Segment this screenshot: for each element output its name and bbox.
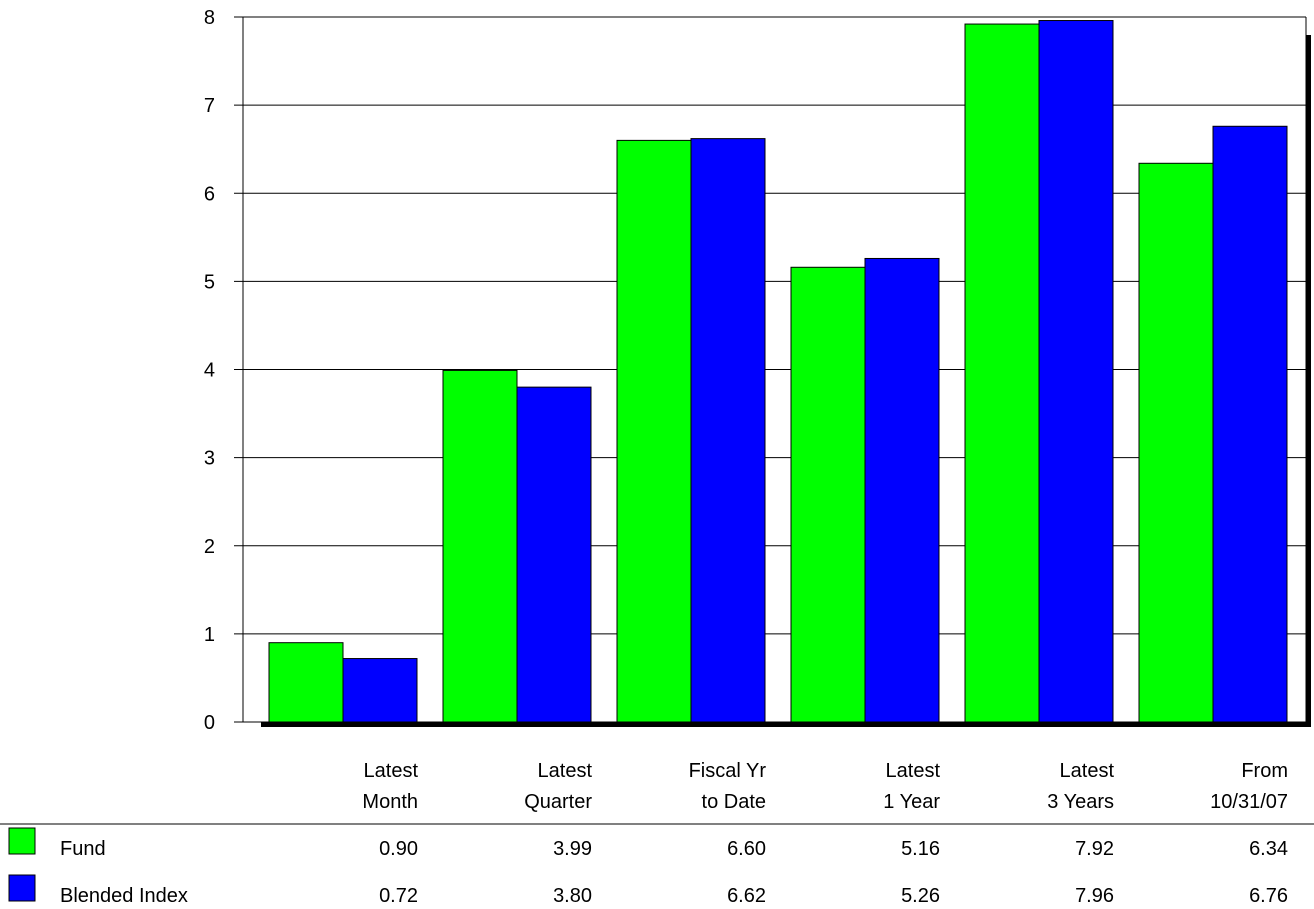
category-label-line1: Latest: [1060, 760, 1115, 782]
bar-blended-index: [342, 658, 418, 723]
category-label-line1: Latest: [886, 760, 941, 782]
legend-label-blended-index: Blended Index: [60, 885, 188, 907]
category-label-line2: to Date: [702, 791, 766, 813]
y-tick-label: 8: [204, 7, 215, 29]
bar-fund: [790, 266, 866, 723]
category-label-line1: Latest: [538, 760, 593, 782]
category-label-line1: Fiscal Yr: [689, 760, 767, 782]
bar-fund: [964, 23, 1040, 723]
value-label: 0.90: [379, 838, 418, 860]
category-label-line1: Latest: [364, 760, 419, 782]
bar-blended-index: [1212, 125, 1288, 723]
value-label: 0.72: [379, 885, 418, 907]
value-label: 5.26: [901, 885, 940, 907]
value-label: 6.62: [727, 885, 766, 907]
y-tick-label: 5: [204, 271, 215, 293]
y-tick-label: 4: [204, 360, 215, 382]
category-label-line2: Quarter: [524, 791, 592, 813]
value-label: 7.92: [1075, 838, 1114, 860]
bar-fund: [268, 642, 344, 723]
category-label-line2: Month: [362, 791, 418, 813]
value-label: 6.34: [1249, 838, 1288, 860]
value-label: 6.60: [727, 838, 766, 860]
value-label: 3.80: [553, 885, 592, 907]
legend-swatch-fund: [8, 827, 36, 855]
category-label-line2: 10/31/07: [1210, 791, 1288, 813]
bar-blended-index: [690, 138, 766, 723]
value-label: 5.16: [901, 838, 940, 860]
category-label-line2: 3 Years: [1047, 791, 1114, 813]
bar-blended-index: [1038, 20, 1114, 723]
bar-blended-index: [516, 386, 592, 723]
value-label: 6.76: [1249, 885, 1288, 907]
y-tick-label: 7: [204, 95, 215, 117]
x-axis-shadow: [261, 722, 1311, 727]
y-axis-shadow: [1306, 35, 1311, 727]
y-tick-label: 2: [204, 536, 215, 558]
bar-fund: [442, 369, 518, 723]
category-label-line1: From: [1241, 760, 1288, 782]
value-label: 3.99: [553, 838, 592, 860]
category-label-line2: 1 Year: [883, 791, 940, 813]
legend-label-fund: Fund: [60, 838, 106, 860]
y-tick-label: 3: [204, 448, 215, 470]
y-tick-label: 1: [204, 624, 215, 646]
y-tick-label: 6: [204, 183, 215, 205]
bar-fund: [1138, 162, 1214, 723]
bar-blended-index: [864, 257, 940, 723]
y-tick-label: 0: [204, 712, 215, 734]
bar-fund: [616, 139, 692, 723]
legend-swatch-blended-index: [8, 874, 36, 902]
value-label: 7.96: [1075, 885, 1114, 907]
